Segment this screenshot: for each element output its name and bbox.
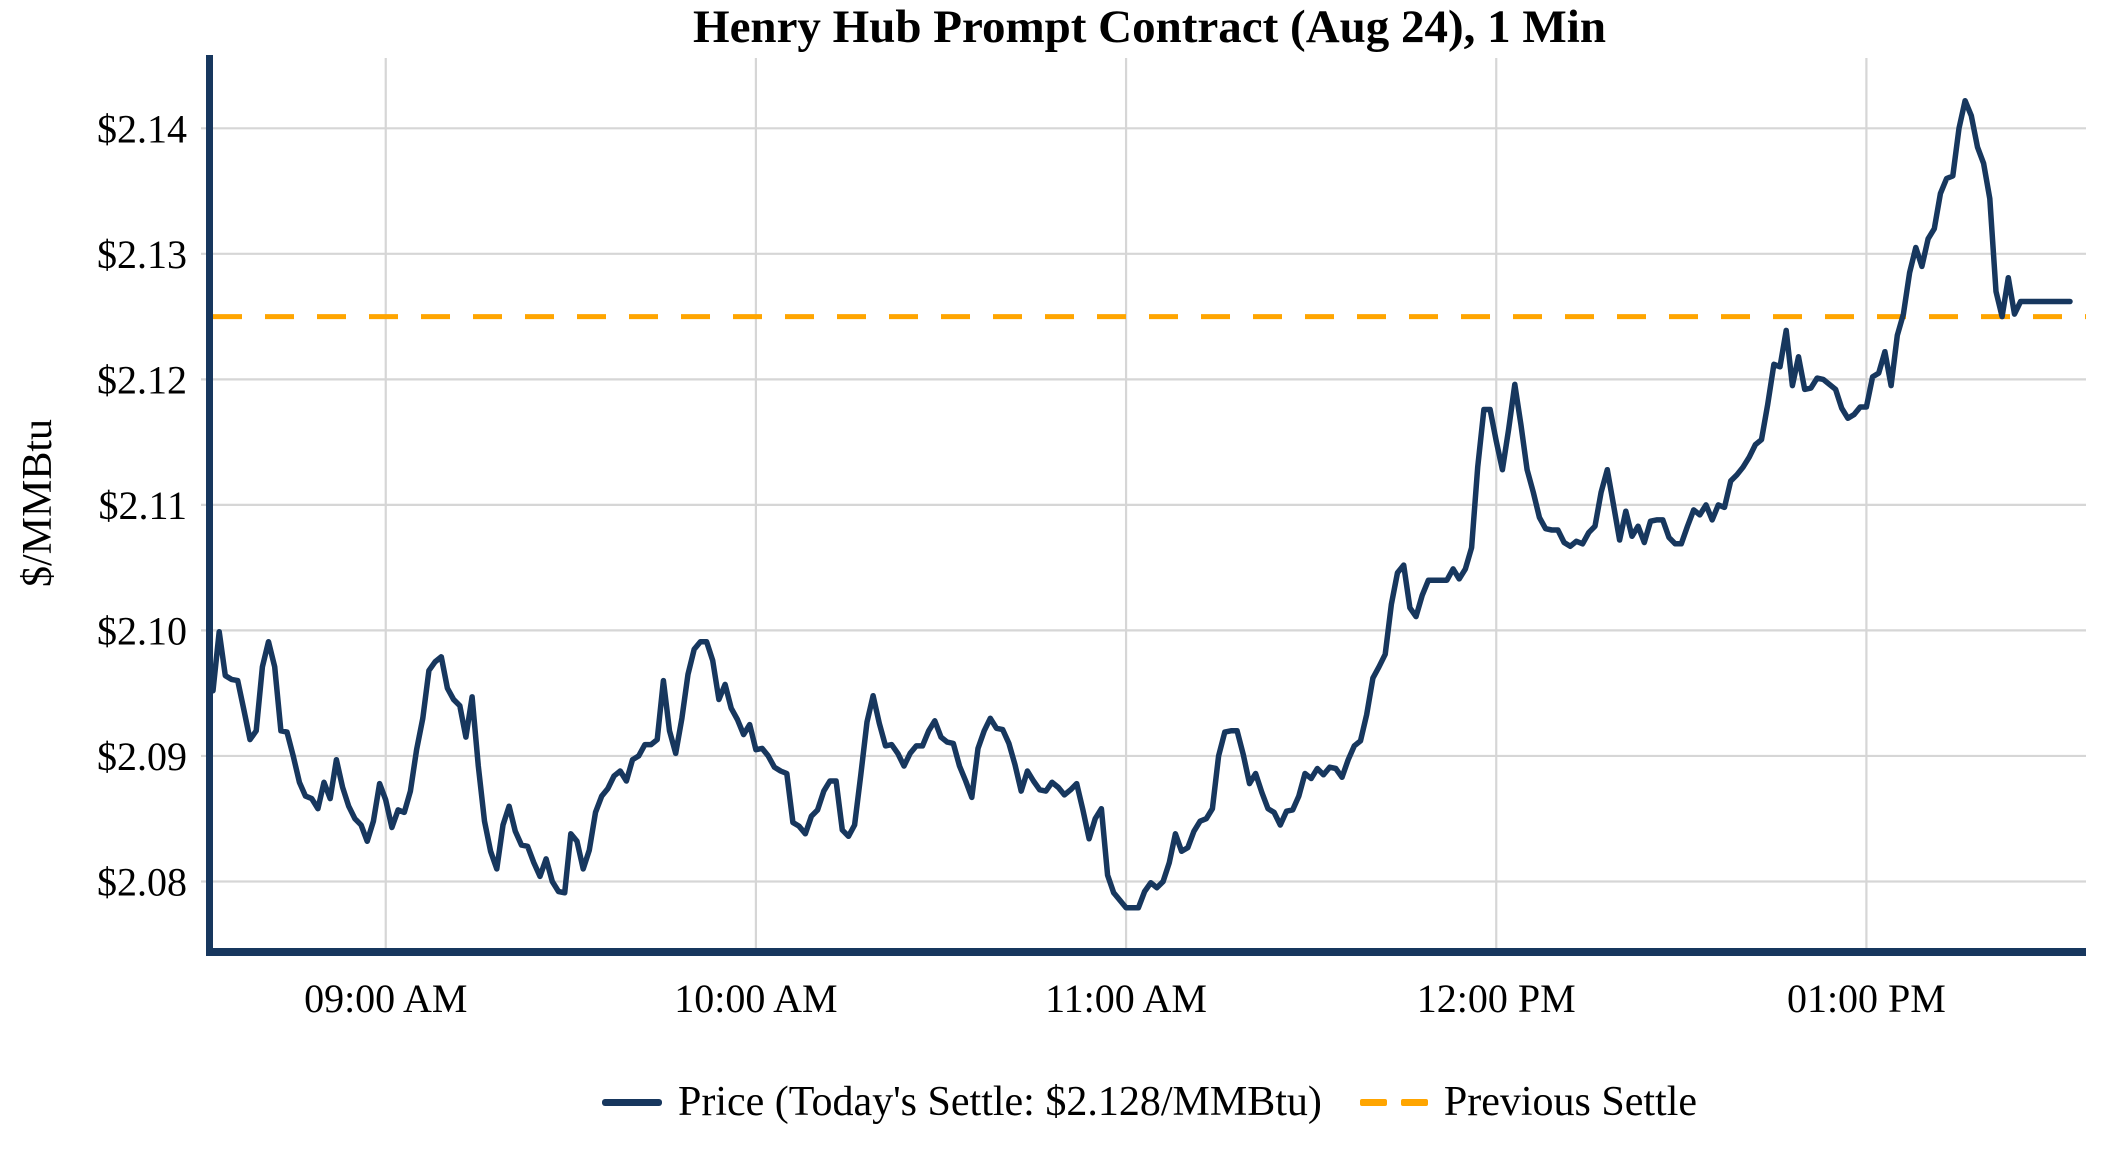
price-line-swatch (601, 1098, 662, 1106)
x-axis-spine (206, 948, 2086, 956)
previous-settle-legend-label: Previous Settle (1443, 1079, 1698, 1125)
chart-title: Henry Hub Prompt Contract (Aug 24), 1 Mi… (693, 1, 1606, 53)
price-line (210, 97, 2073, 911)
y-tick-label: $2.11 (98, 483, 187, 528)
y-tick-label: $2.13 (97, 232, 187, 277)
x-tick-label: 01:00 PM (1787, 976, 1946, 1021)
price-polyline (210, 97, 2073, 911)
x-tick-labels: 09:00 AM 10:00 AM 11:00 AM 12:00 PM 01:00 PM (304, 976, 1946, 1021)
x-tick-label: 10:00 AM (674, 976, 837, 1021)
x-tick-label: 09:00 AM (304, 976, 467, 1021)
y-tick-label: $2.14 (97, 106, 187, 151)
chart-legend: Price (Today's Settle: $2.128/MMBtu) Pre… (213, 1072, 2086, 1132)
previous-settle-swatch (1359, 1098, 1428, 1106)
y-tick-labels: $2.14 $2.13 $2.12 $2.11 $2.10 $2.09 $2.08 (97, 106, 187, 904)
y-tick-label: $2.09 (97, 734, 187, 779)
x-tick-label: 11:00 AM (1045, 976, 1207, 1021)
axis-spines (206, 55, 2086, 956)
x-tick-label: 12:00 PM (1417, 976, 1576, 1021)
gridlines (201, 58, 2086, 948)
price-legend-label: Price (Today's Settle: $2.128/MMBtu) (677, 1079, 1322, 1125)
y-axis-spine (206, 55, 213, 955)
y-tick-label: $2.10 (97, 608, 187, 653)
y-tick-label: $2.12 (97, 357, 187, 402)
y-tick-label: $2.08 (97, 859, 187, 904)
